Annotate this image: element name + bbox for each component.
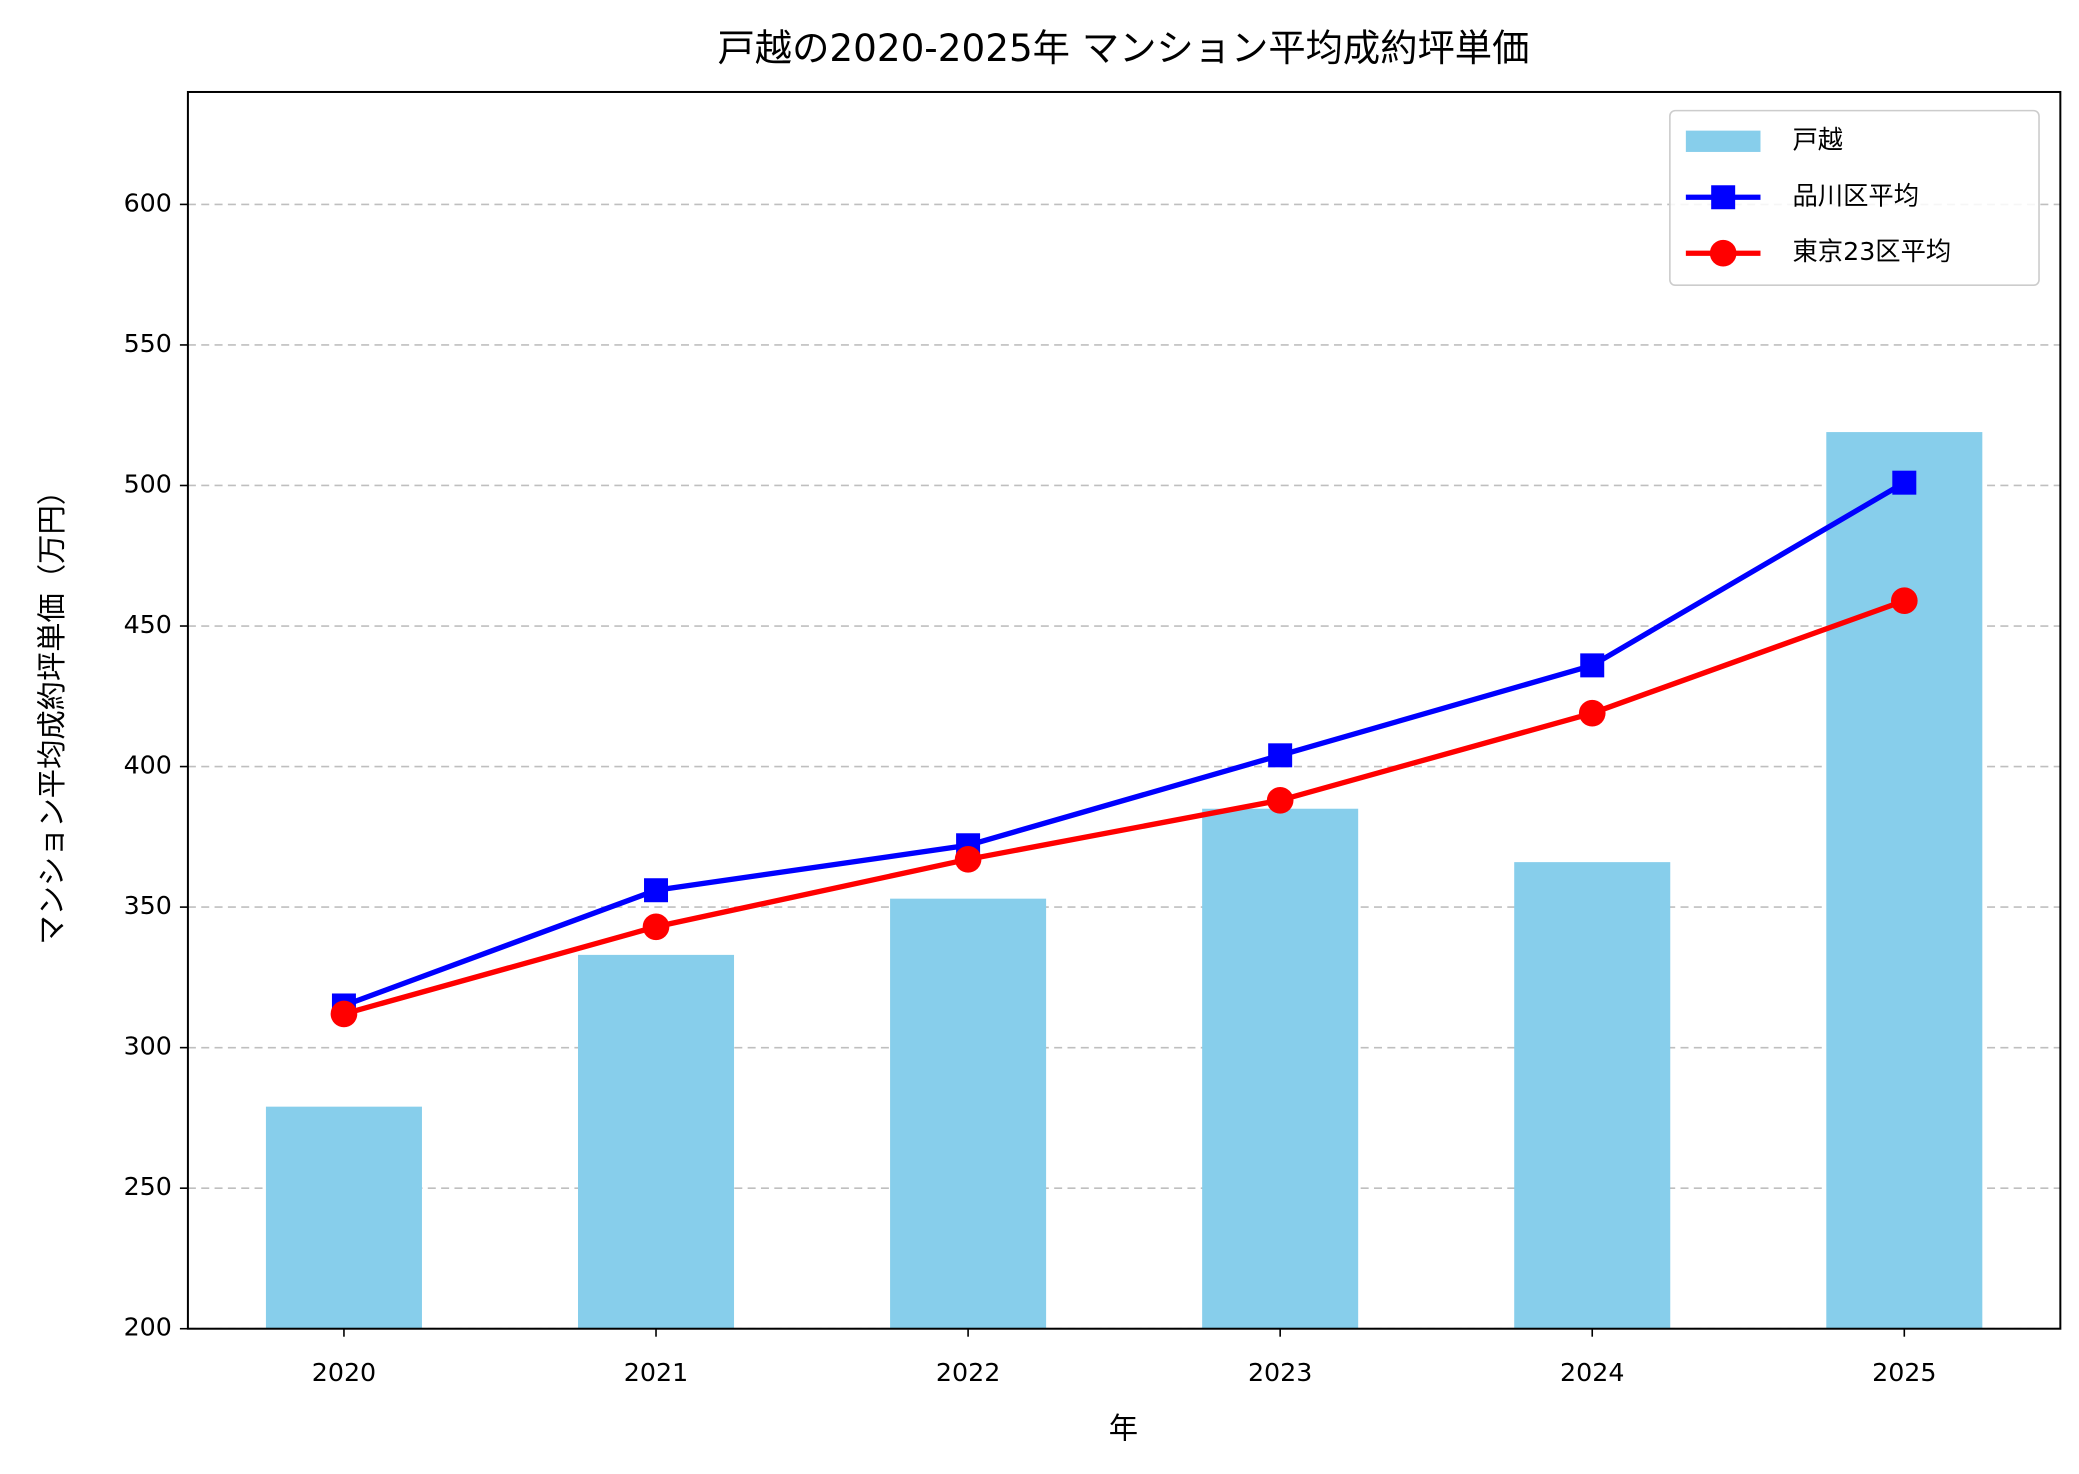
y-tick-label: 500: [124, 468, 172, 498]
bar: [1826, 432, 1983, 1329]
legend-label: 品川区平均: [1792, 180, 1919, 210]
chart-title: 戸越の2020-2025年 マンション平均成約坪単価: [718, 26, 1530, 70]
marker: [330, 1000, 358, 1028]
x-tick-label: 2023: [1248, 1357, 1312, 1387]
marker: [954, 845, 982, 873]
marker: [1892, 470, 1917, 495]
marker: [1578, 699, 1606, 727]
marker: [1890, 587, 1918, 615]
y-tick-label: 200: [124, 1312, 172, 1342]
x-tick-label: 2022: [936, 1357, 1000, 1387]
legend-marker: [1711, 185, 1736, 210]
marker: [1266, 786, 1294, 814]
bar: [1514, 862, 1671, 1329]
bar: [1202, 808, 1359, 1329]
y-tick-label: 450: [124, 609, 172, 639]
x-axis-label: 年: [1109, 1412, 1138, 1446]
marker: [644, 878, 669, 903]
bar: [265, 1106, 422, 1329]
x-tick-label: 2024: [1560, 1357, 1624, 1387]
bar: [890, 898, 1047, 1329]
legend-box: [1669, 109, 2040, 287]
bar: [577, 954, 735, 1329]
x-tick-label: 2021: [624, 1357, 688, 1387]
x-tick-label: 2020: [312, 1357, 376, 1387]
y-axis-label: マンション平均成約坪単価（万円）: [35, 476, 69, 945]
x-tick-label: 2025: [1872, 1357, 1936, 1387]
legend-label: 戸越: [1792, 124, 1843, 154]
legend-marker: [1709, 239, 1737, 267]
y-tick-label: 550: [124, 328, 172, 358]
y-tick-label: 300: [124, 1031, 172, 1061]
plot-frame: [186, 90, 2062, 1330]
y-tick-label: 400: [124, 750, 172, 780]
marker: [1268, 743, 1293, 768]
y-tick-label: 250: [124, 1171, 172, 1201]
marker: [642, 913, 670, 941]
legend-swatch: [1685, 130, 1761, 152]
line: [343, 480, 1906, 1008]
marker: [1580, 653, 1605, 678]
y-tick-label: 600: [124, 187, 172, 217]
line: [343, 598, 1906, 1017]
legend-label: 東京23区平均: [1792, 236, 1951, 266]
y-tick-label: 350: [124, 890, 172, 920]
